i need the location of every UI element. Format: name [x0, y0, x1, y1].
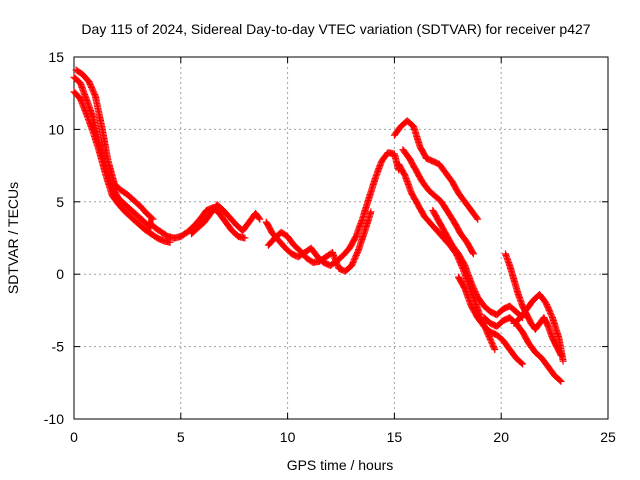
axis-ticks: 0 5 10 15 20 25 -10 -5 0 5 10 15 — [44, 49, 616, 445]
data-points — [70, 66, 567, 385]
data-point-track-2 — [91, 91, 99, 99]
y-tick-label: -10 — [44, 411, 64, 427]
data-point-track-15 — [559, 357, 567, 365]
grid-lines — [74, 57, 608, 419]
data-point-track-8 — [474, 215, 482, 223]
data-point-track-5 — [256, 215, 264, 223]
data-point-track-13 — [556, 376, 564, 384]
x-tick-label: 20 — [493, 429, 509, 445]
y-tick-label: 5 — [56, 194, 64, 210]
data-point-track-9 — [469, 250, 477, 258]
y-tick-label: 15 — [48, 49, 64, 65]
data-point-track-12 — [518, 359, 525, 367]
x-tick-label: 5 — [177, 429, 185, 445]
data-point-track-12 — [519, 360, 527, 368]
y-tick-label: 0 — [56, 266, 64, 282]
data-point-track-10 — [491, 346, 499, 353]
y-axis-title: SDTVAR / TECUs — [5, 182, 21, 294]
plot-frame — [73, 56, 609, 420]
data-point-track-9 — [469, 249, 477, 257]
data-point-track-4 — [241, 234, 249, 242]
y-tick-label: 10 — [48, 121, 64, 137]
y-tick-label: -5 — [52, 339, 65, 355]
x-tick-label: 10 — [280, 429, 296, 445]
data-point-track-8 — [473, 214, 481, 222]
x-axis-title: GPS time / hours — [287, 457, 394, 473]
data-point-track-13 — [557, 377, 565, 385]
chart-title: Day 115 of 2024, Sidereal Day-to-day VTE… — [81, 21, 590, 37]
data-point-track-5 — [255, 214, 263, 222]
data-point-track-7 — [367, 208, 375, 216]
x-tick-label: 15 — [387, 429, 403, 445]
data-point-track-2 — [148, 214, 156, 222]
x-tick-label: 0 — [70, 429, 78, 445]
x-tick-label: 25 — [600, 429, 616, 445]
data-point-track-2 — [149, 215, 157, 223]
